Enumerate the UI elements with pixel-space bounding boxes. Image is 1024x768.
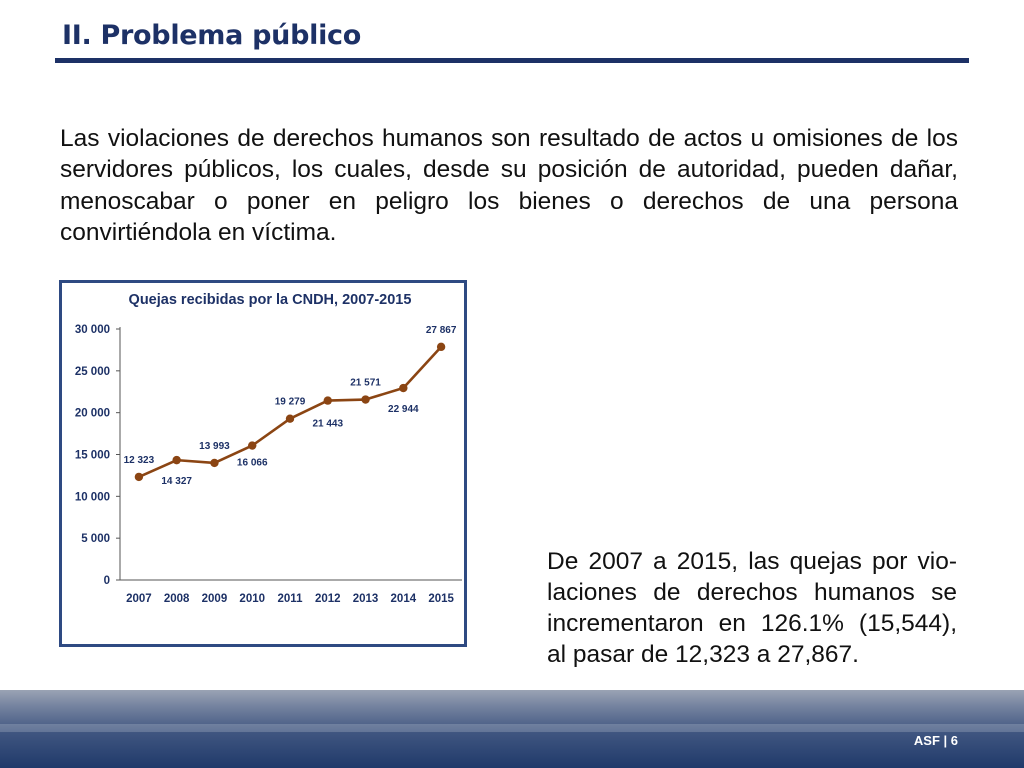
x-tick-label: 2015 bbox=[428, 593, 454, 605]
x-tick-label: 2012 bbox=[315, 593, 341, 605]
y-tick-label: 20 000 bbox=[75, 408, 110, 420]
y-axis: 0 5 000 10 000 15 000 20 000 25 000 30 000 bbox=[75, 324, 121, 587]
data-label: 22 944 bbox=[388, 404, 419, 415]
y-tick-label: 15 000 bbox=[75, 450, 110, 462]
y-tick-label: 5 000 bbox=[81, 533, 110, 545]
data-point bbox=[361, 395, 370, 404]
intro-paragraph: Las violaciones de derechos humanos son … bbox=[60, 124, 958, 247]
x-axis: 2007 2008 2009 2010 2011 2012 2013 2014 2015 bbox=[120, 579, 462, 605]
x-tick-label: 2011 bbox=[278, 593, 304, 605]
x-tick-label: 2013 bbox=[353, 593, 379, 605]
chart-frame: Quejas recibidas por la CNDH, 2007-2015 … bbox=[59, 280, 467, 647]
data-label: 27 867 bbox=[426, 325, 457, 336]
data-point bbox=[134, 472, 144, 482]
footer-stripe bbox=[0, 724, 1024, 732]
x-tick-label: 2008 bbox=[164, 593, 190, 605]
data-point bbox=[210, 458, 219, 468]
title-rule bbox=[55, 58, 969, 63]
data-label: 19 279 bbox=[275, 397, 306, 408]
data-label: 16 066 bbox=[237, 458, 268, 469]
footer-page-label: ASF | 6 bbox=[913, 733, 958, 748]
data-point bbox=[436, 342, 446, 352]
footer-band bbox=[0, 690, 1024, 768]
x-tick-label: 2014 bbox=[391, 593, 417, 605]
y-tick-label: 25 000 bbox=[75, 366, 110, 378]
y-tick-label: 10 000 bbox=[75, 491, 110, 503]
data-point bbox=[248, 441, 257, 450]
series-quejas: 12 323 14 327 13 993 16 066 19 279 21 443 21 5… bbox=[124, 325, 457, 487]
data-point bbox=[172, 455, 181, 465]
data-label: 12 323 bbox=[124, 455, 155, 466]
data-label: 13 993 bbox=[199, 441, 230, 452]
data-label: 14 327 bbox=[161, 476, 192, 487]
line-chart: Quejas recibidas por la CNDH, 2007-2015 … bbox=[75, 292, 462, 605]
x-tick-label: 2007 bbox=[126, 593, 152, 605]
chart-title: Quejas recibidas por la CNDH, 2007-2015 bbox=[129, 292, 412, 308]
summary-paragraph: De 2007 a 2015, las quejas por vio-lacio… bbox=[547, 547, 957, 668]
x-tick-label: 2009 bbox=[202, 593, 228, 605]
x-tick-label: 2010 bbox=[239, 593, 265, 605]
data-point bbox=[285, 414, 295, 423]
y-tick-label: 0 bbox=[104, 575, 110, 587]
slide-title: II. Problema público bbox=[62, 20, 361, 51]
data-label: 21 443 bbox=[312, 419, 343, 430]
data-point bbox=[323, 396, 332, 405]
data-label: 21 571 bbox=[350, 378, 381, 389]
data-point bbox=[399, 383, 408, 393]
y-tick-label: 30 000 bbox=[75, 324, 110, 336]
